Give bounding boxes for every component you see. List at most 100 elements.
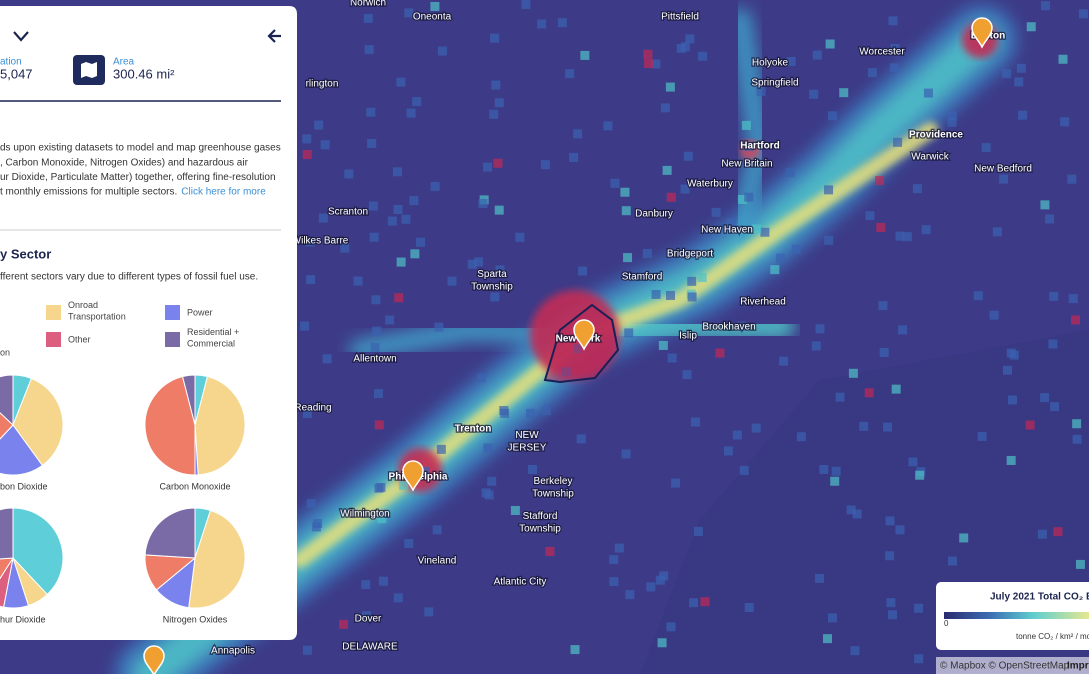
pie-slice (12, 507, 64, 596)
heat-cell (914, 654, 924, 664)
heat-cell (489, 109, 499, 119)
heat-cell (1049, 291, 1059, 301)
heat-cell (741, 120, 751, 130)
place-label: Vineland (418, 556, 457, 567)
heat-cell (981, 143, 991, 153)
place-label: Waterbury (687, 179, 733, 190)
heat-cell (875, 176, 885, 186)
heat-cell (537, 19, 547, 29)
heat-cell (835, 392, 845, 402)
heat-cell (393, 205, 403, 215)
pie-slice (12, 377, 64, 467)
heat-cell (1048, 339, 1058, 349)
heat-cell (436, 444, 446, 454)
heat-cell (687, 276, 697, 286)
heat-cell (377, 514, 387, 524)
improve-link[interactable]: Impro (1067, 661, 1089, 672)
collapse-button[interactable] (13, 31, 29, 42)
heat-cell (621, 206, 631, 216)
place-label: Allentown (353, 354, 396, 365)
heat-cell (666, 622, 676, 632)
heat-cell (865, 211, 875, 221)
heat-cell (657, 638, 667, 648)
back-button[interactable] (267, 29, 281, 43)
heat-cell (859, 421, 869, 431)
heat-cell (490, 33, 500, 43)
heat-cell (676, 43, 686, 53)
heat-cell (642, 248, 652, 258)
place-label: Berkeley Township (532, 476, 574, 500)
heat-cell (885, 516, 895, 526)
location-pin[interactable] (143, 645, 165, 674)
legend-swatch (165, 305, 180, 320)
heat-cell (371, 295, 381, 305)
place-label: Springfield (751, 78, 798, 89)
place-label: Hartford (740, 141, 779, 152)
heat-cell (374, 420, 384, 430)
heat-cell (689, 598, 699, 608)
heat-cell (827, 111, 837, 121)
legend-swatch (165, 332, 180, 347)
heat-cell (476, 373, 486, 383)
heat-cell (366, 107, 376, 117)
place-label: Danbury (635, 209, 673, 220)
heat-cell (540, 160, 550, 170)
heat-cell (1072, 419, 1082, 429)
heat-cell (848, 368, 858, 378)
description-line: ur Dioxide, Particulate Matter) together… (0, 172, 276, 183)
heat-cell (494, 98, 504, 108)
place-label: New Haven (701, 225, 753, 236)
legend-label: Power (187, 307, 213, 317)
place-label: Bridgeport (667, 249, 713, 260)
place-label: New Britain (721, 159, 772, 170)
heat-cell (396, 257, 406, 267)
heat-cell (698, 51, 708, 61)
heat-cell (614, 543, 624, 553)
heat-cell (815, 573, 825, 583)
heat-cell (302, 645, 312, 655)
heat-cell (760, 227, 770, 237)
place-label: Oneonta (413, 12, 452, 23)
heat-cell (376, 482, 386, 492)
heat-cell (839, 88, 849, 98)
heat-cell (620, 187, 630, 197)
heat-cell (467, 259, 477, 269)
heat-cell (401, 214, 411, 224)
heat-cell (1006, 455, 1016, 465)
heat-cell (1067, 174, 1077, 184)
heat-cell (557, 18, 567, 28)
location-pin[interactable] (573, 319, 595, 351)
heat-cell (665, 290, 675, 300)
heat-cell (682, 370, 692, 380)
heat-cell (1018, 110, 1028, 120)
heat-cell (372, 326, 382, 336)
heat-cell (410, 249, 420, 259)
heat-cell (947, 117, 957, 127)
heat-cell (739, 465, 749, 475)
heat-cell (603, 121, 613, 131)
heat-cell (889, 63, 899, 73)
heat-cell (541, 406, 551, 416)
heat-cell (1058, 54, 1068, 64)
heat-cell (314, 120, 324, 130)
heat-cell (651, 289, 661, 299)
heat-cell (651, 59, 661, 69)
map-legend: July 2021 Total CO₂ Em 0 tonne CO₂ / km²… (936, 582, 1089, 650)
heat-cell (367, 138, 377, 148)
heat-cell (430, 1, 440, 11)
heat-cell (578, 266, 588, 276)
heat-cell (824, 235, 834, 245)
location-pin[interactable] (971, 17, 993, 49)
location-pin[interactable] (402, 460, 424, 492)
heat-cell (1007, 395, 1017, 405)
heat-cell (526, 408, 536, 418)
description-link[interactable]: Click here for more (181, 187, 266, 198)
heat-cell (921, 225, 931, 235)
heat-cell (812, 50, 822, 60)
heat-cell (825, 39, 835, 49)
heat-cell (732, 430, 742, 440)
heat-cell (621, 449, 631, 459)
heat-cell (362, 611, 372, 621)
heat-cell (370, 342, 380, 352)
